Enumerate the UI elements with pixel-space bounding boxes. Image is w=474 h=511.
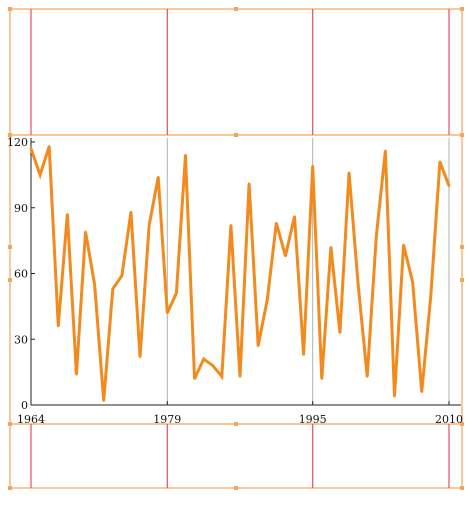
frame-handle-13 [460,245,464,249]
frame-handle-9 [8,486,12,490]
data-point-2000 [356,283,360,286]
data-point-2005 [402,243,405,247]
frame-handle-15 [460,278,464,282]
frame-handle-2 [460,7,464,11]
data-point-1995 [311,164,314,168]
data-point-1994 [302,353,305,356]
data-point-1988 [247,182,251,185]
data-point-1981 [184,153,187,157]
frame-handle-11 [460,486,464,490]
frame-handle-5 [460,133,464,137]
data-point-1999 [347,171,351,174]
data-point-1980 [175,292,178,295]
data-point-2003 [384,149,387,152]
y-tick-label-120: 120 [7,136,28,149]
y-tick-label-60: 60 [14,268,28,281]
data-point-1991 [275,221,278,225]
data-point-2002 [375,235,378,238]
frame-handle-0 [8,7,12,11]
data-point-1983 [202,357,205,361]
data-point-1993 [293,215,296,218]
data-point-1990 [266,298,269,301]
y-tick-label-30: 30 [14,333,28,346]
frame-handle-1 [234,7,238,11]
data-point-1997 [329,246,333,249]
frame-handle-8 [460,422,464,426]
data-point-1969 [75,373,78,376]
x-tick-label-2010: 2010 [435,413,463,426]
data-point-2008 [429,294,433,297]
data-point-1979 [166,311,169,315]
data-point-1987 [238,375,242,378]
outer-frame [9,8,463,489]
data-point-2004 [393,395,396,398]
data-point-1968 [66,213,69,216]
data-point-1989 [256,344,260,348]
data-point-1976 [138,355,142,358]
data-point-1972 [102,399,105,402]
data-point-1965 [38,173,42,177]
data-point-1970 [84,230,87,234]
y-tick-label-90: 90 [14,202,28,215]
data-point-2007 [420,390,423,394]
data-point-1966 [47,145,51,148]
data-point-1982 [193,377,196,380]
data-point-2010 [447,184,451,188]
data-point-1971 [93,283,96,286]
data-point-1973 [111,287,114,291]
data-point-2009 [438,160,442,163]
data-point-1978 [157,175,160,179]
frame-handle-10 [234,486,238,490]
data-point-1985 [220,375,224,378]
data-point-1964 [29,147,33,150]
data-point-2001 [366,375,369,378]
frame-handle-4 [234,133,238,137]
x-tick-label-1995: 1995 [299,413,327,426]
frame-handle-12 [8,245,12,249]
x-tick-label-1979: 1979 [153,413,181,426]
data-point-1967 [57,324,60,328]
x-tick-label-1964: 1964 [17,413,45,426]
frame-handle-14 [8,278,12,282]
series-line-0 [29,145,451,401]
y-tick-label-0: 0 [21,399,28,412]
data-point-1986 [229,224,233,227]
data-point-1992 [284,254,287,258]
data-point-1984 [211,364,214,367]
frame-handle-6 [8,422,12,426]
data-point-2006 [411,281,414,284]
data-point-1975 [129,210,133,214]
data-point-1977 [147,224,151,227]
data-point-1998 [338,331,342,334]
data-point-1996 [320,377,323,380]
data-point-1974 [120,274,124,277]
frame-handle-3 [8,133,12,137]
frame-handle-7 [234,422,238,426]
